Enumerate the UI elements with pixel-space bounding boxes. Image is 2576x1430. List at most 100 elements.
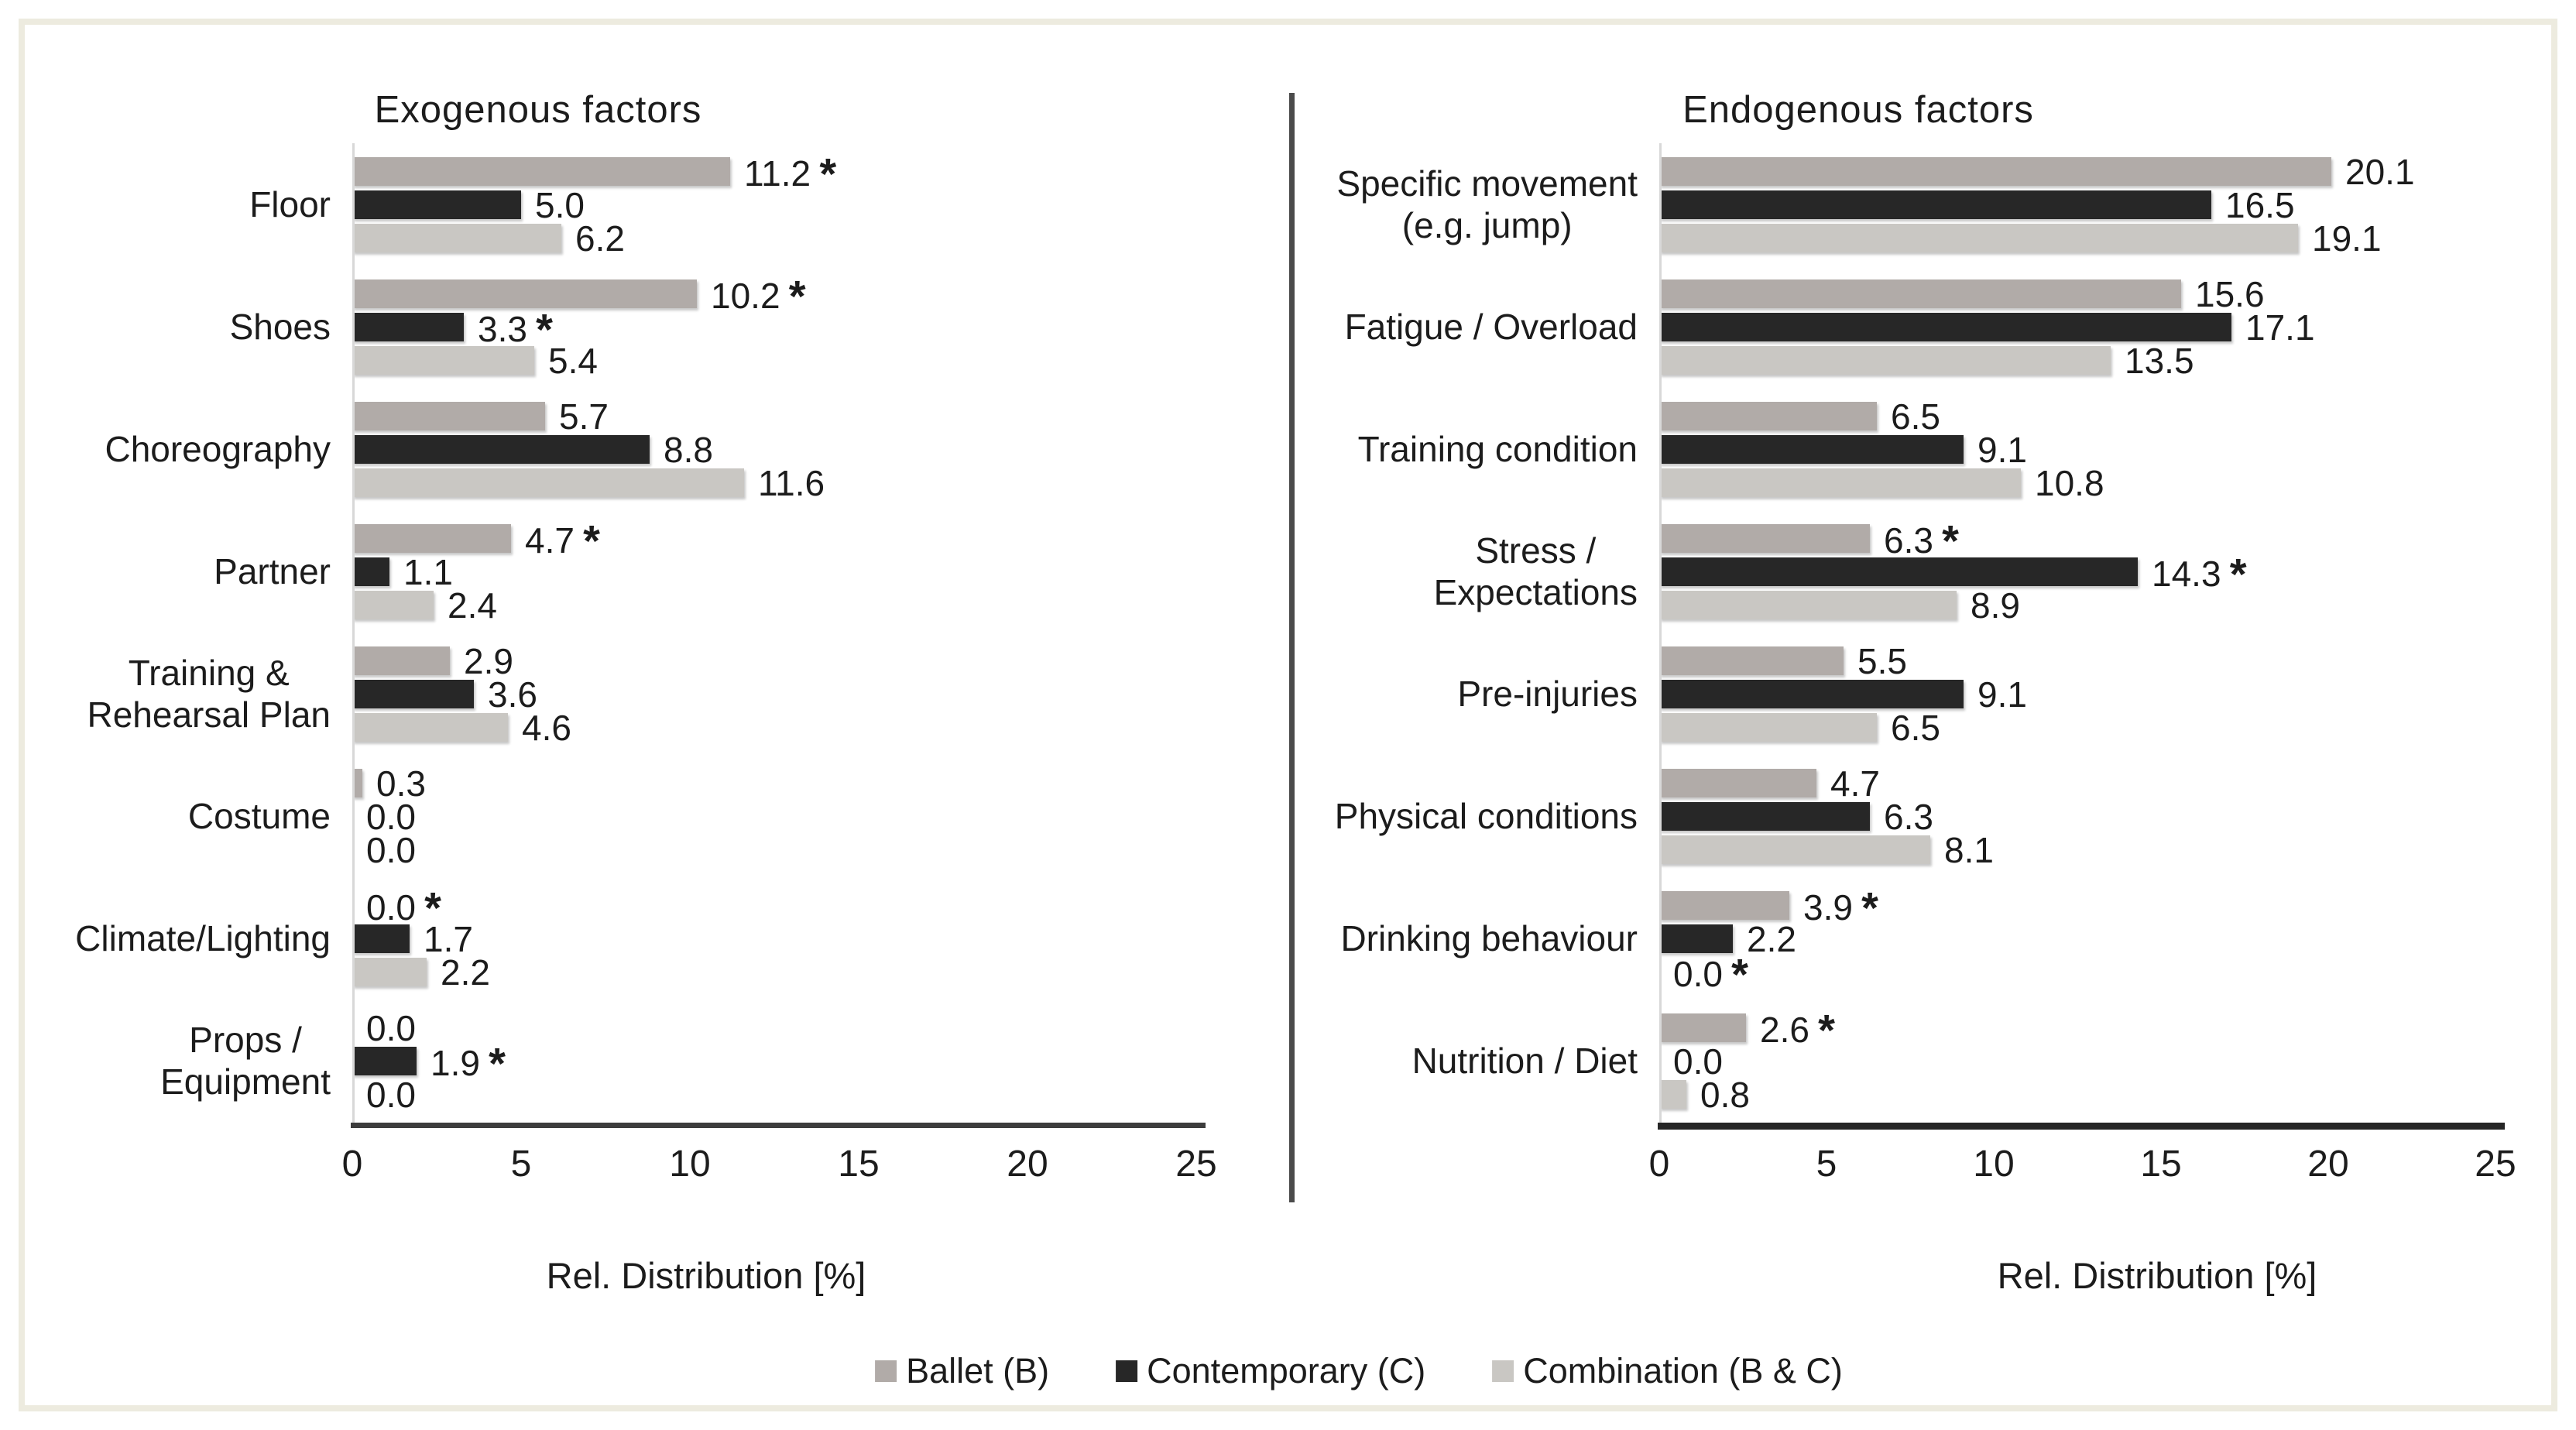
bar-line: 20.1 — [1659, 154, 2495, 190]
bar-ballet — [1659, 157, 2331, 186]
category-label-cell: Physical conditions — [1295, 769, 1659, 864]
bar-combination — [1659, 835, 1930, 864]
category-label: Physical conditions — [1334, 795, 1638, 836]
bar-value-label: 0.0 — [366, 829, 416, 870]
bar-value-label: 13.5 — [2125, 340, 2194, 381]
bar-line: 3.6 — [352, 677, 1196, 712]
plot-rows: Specific movement (e.g. jump) 20.1 16.5 19.… — [1295, 143, 2495, 1123]
bar-contemporary — [1659, 313, 2231, 341]
category-label-cell: Pre-injuries — [1295, 646, 1659, 742]
category-group: Drinking behaviour 3.9 * 2.2 0.0 * — [1295, 886, 2495, 996]
bar-ballet — [1659, 1013, 1746, 1042]
bar-ballet — [352, 524, 511, 553]
category-group: Floor 11.2 * 5.0 6.2 — [25, 152, 1196, 255]
bar-contemporary — [1659, 680, 1964, 708]
bar-line: 5.4 — [352, 343, 1196, 379]
bar-value-label: 4.6 — [522, 707, 571, 748]
bar-ballet — [1659, 402, 1877, 430]
category-label: Fatigue / Overload — [1344, 306, 1638, 347]
category-group: Pre-injuries 5.5 9.1 6.5 — [1295, 643, 2495, 746]
bar-combination — [352, 346, 534, 375]
bar-value-label: 5.4 — [548, 340, 598, 381]
bar-group: 0.0 * 1.7 2.2 — [352, 886, 1196, 990]
chart-title: Endogenous factors — [1682, 89, 2034, 131]
bar-group: 6.5 9.1 10.8 — [1659, 396, 2495, 501]
bar-line: 4.7 — [1659, 766, 2495, 801]
bar-line: 0.8 — [1659, 1077, 2495, 1113]
bar-combination — [352, 468, 744, 497]
bar-value-label: 2.2 — [1747, 918, 1796, 959]
x-axis-tick: 10 — [1973, 1144, 2015, 1185]
x-axis-tick: 0 — [341, 1144, 363, 1185]
bar-group: 4.7 6.3 8.1 — [1659, 766, 2495, 868]
bar-line: 8.9 — [1659, 588, 2495, 623]
bar-group: 4.7 * 1.1 2.4 — [352, 519, 1196, 623]
category-label: Partner — [214, 550, 331, 592]
bar-group: 0.3 0.0 0.0 — [352, 766, 1196, 868]
bar-line: 9.1 — [1659, 432, 2495, 468]
bar-line: 8.8 — [352, 432, 1196, 468]
bar-line: 6.3 * — [1659, 519, 2495, 562]
x-axis-tick: 5 — [510, 1144, 532, 1185]
bar-contemporary — [1659, 435, 1964, 464]
bar-line: 1.9 * — [352, 1041, 1196, 1085]
bar-value-label: 11.6 — [758, 462, 825, 503]
legend-item: Combination (B & C) — [1492, 1353, 1843, 1388]
category-label-cell: Floor — [25, 157, 352, 252]
bar-value-label: 0.8 — [1700, 1074, 1750, 1115]
bar-combination — [352, 958, 427, 986]
bar-value-label: 9.1 — [1977, 674, 2027, 715]
bar-line: 19.1 — [1659, 221, 2495, 256]
significance-star: * — [2229, 549, 2247, 598]
bar-value-label: 6.5 — [1891, 396, 1940, 437]
bar-line: 2.9 — [352, 643, 1196, 679]
category-label-cell: Costume — [25, 769, 352, 864]
bar-value-label: 1.1 — [403, 551, 453, 592]
bar-line: 0.0 — [352, 799, 1196, 835]
bar-ballet — [1659, 646, 1844, 675]
legend-item: Ballet (B) — [875, 1353, 1049, 1388]
bar-value-label: 3.6 — [488, 674, 537, 715]
bar-line: 16.5 — [1659, 187, 2495, 223]
bar-value-label: 0.0 * — [366, 883, 442, 932]
bar-contemporary — [352, 1047, 417, 1075]
bar-combination — [1659, 591, 1957, 619]
bar-line: 17.1 — [1659, 310, 2495, 345]
bar-value-label: 5.7 — [559, 396, 609, 437]
legend: Ballet (B) Contemporary (C) Combination (B… — [875, 1353, 1843, 1388]
bar-contemporary — [1659, 190, 2211, 219]
category-label: Floor — [249, 183, 331, 225]
figure-frame: Exogenous factors Floor 11.2 * 5.0 6.2 Shoes 10… — [19, 19, 2557, 1411]
bar-value-label: 10.2 * — [711, 271, 806, 321]
bar-line: 6.5 — [1659, 710, 2495, 746]
bar-line: 0.0 — [1659, 1044, 2495, 1079]
x-axis-tick: 25 — [1175, 1144, 1217, 1185]
bar-value-label: 6.5 — [1891, 707, 1940, 748]
bar-line: 10.2 * — [352, 274, 1196, 317]
bar-value-label: 10.8 — [2035, 462, 2104, 503]
bar-line: 6.3 — [1659, 799, 2495, 835]
bar-value-label: 9.1 — [1977, 429, 2027, 470]
panel-divider — [1289, 93, 1295, 1202]
category-group: Stress / Expectations 6.3 * 14.3 * 8.9 — [1295, 519, 2495, 623]
category-label-cell: Drinking behaviour — [1295, 891, 1659, 986]
significance-star: * — [536, 304, 554, 354]
bar-combination — [1659, 468, 2021, 497]
plot-rows: Floor 11.2 * 5.0 6.2 Shoes 10.2 * 3.3 * 5.4 Choreog… — [25, 143, 1196, 1123]
bar-value-label: 3.3 * — [478, 304, 554, 354]
category-label: Training condition — [1357, 428, 1638, 469]
bar-group: 0.0 1.9 * 0.0 — [352, 1010, 1196, 1113]
bar-group: 3.9 * 2.2 0.0 * — [1659, 886, 2495, 996]
legend-label: Contemporary (C) — [1147, 1351, 1426, 1391]
bar-value-label: 0.0 * — [1673, 949, 1749, 999]
bar-ballet — [352, 646, 450, 675]
x-axis-line — [1658, 1123, 2505, 1130]
bar-combination — [1659, 713, 1877, 742]
bar-value-label: 14.3 * — [2152, 549, 2247, 598]
bar-value-label: 8.8 — [664, 429, 713, 470]
bar-line: 14.3 * — [1659, 552, 2495, 595]
bar-line: 2.4 — [352, 588, 1196, 623]
category-label: Stress / Expectations — [1433, 530, 1638, 612]
bar-value-label: 11.2 * — [744, 149, 837, 198]
bar-value-label: 0.0 — [366, 1074, 416, 1115]
